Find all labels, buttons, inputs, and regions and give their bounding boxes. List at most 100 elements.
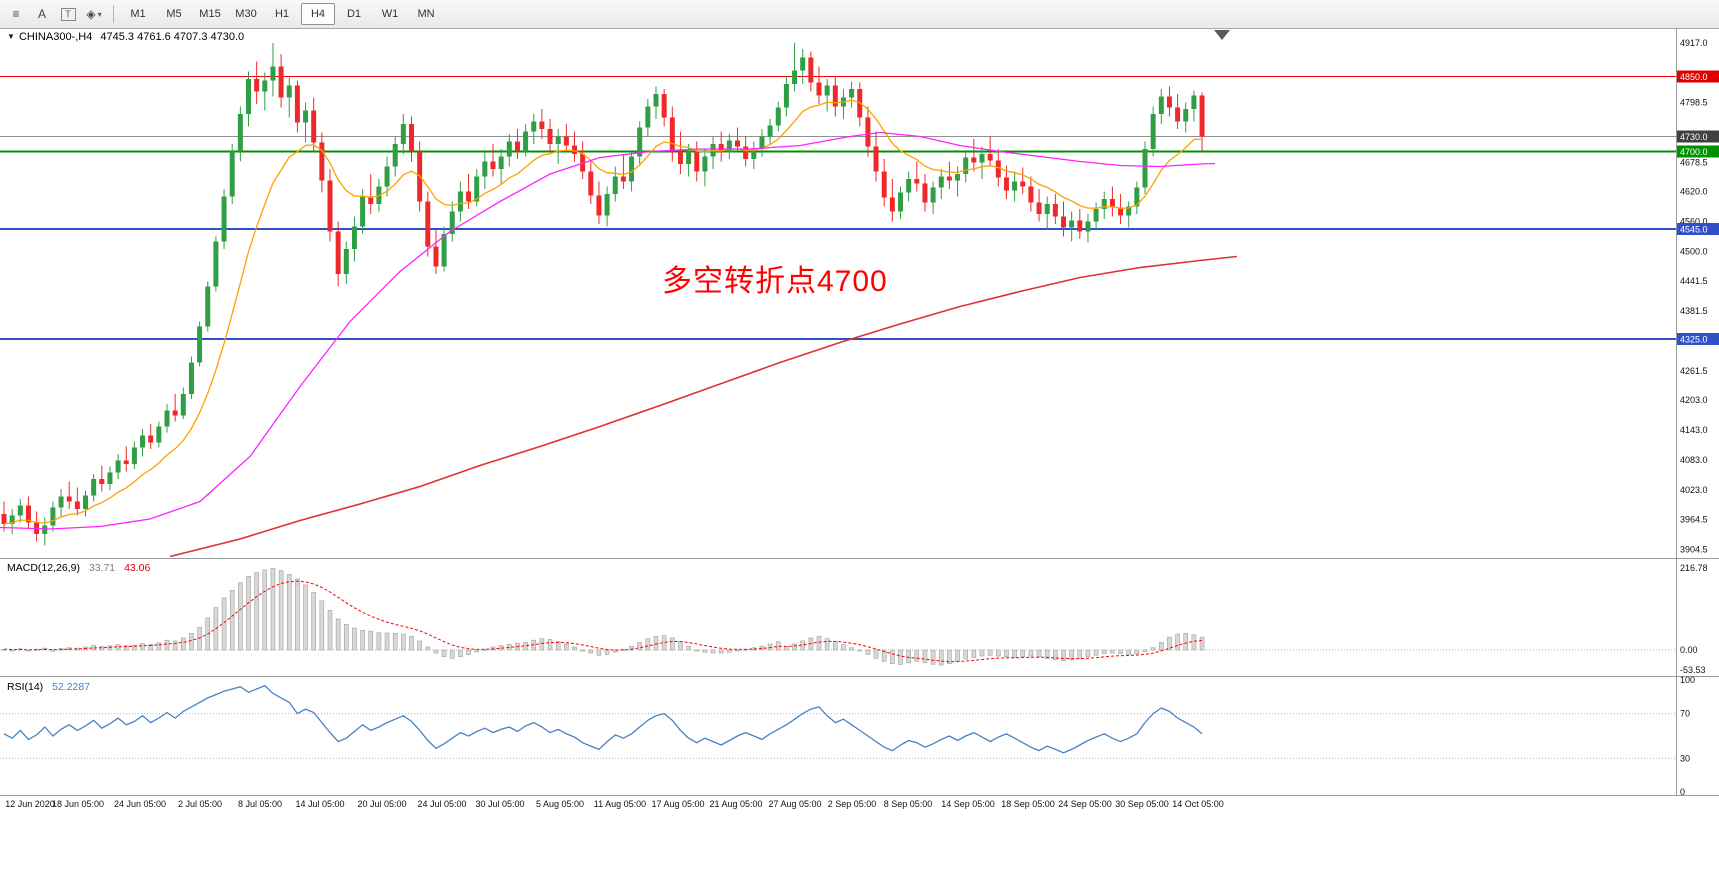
candle-body bbox=[148, 435, 154, 443]
candle-body bbox=[25, 505, 31, 523]
macd-bar bbox=[360, 630, 365, 651]
macd-bar bbox=[425, 646, 431, 651]
candle-body bbox=[889, 197, 895, 212]
macd-bar bbox=[1199, 636, 1205, 651]
candle-body bbox=[1199, 95, 1205, 137]
macd-bar bbox=[474, 649, 480, 653]
timeframe-button-m30[interactable]: M30 bbox=[235, 8, 257, 20]
price-axis-label: 4500.0 bbox=[1680, 247, 1708, 257]
candle-body bbox=[979, 154, 985, 163]
candle-body bbox=[278, 66, 284, 98]
timeframe-button-h1[interactable]: H1 bbox=[274, 8, 290, 20]
candle-body bbox=[441, 234, 447, 267]
candle-body bbox=[131, 447, 137, 464]
macd-bar bbox=[564, 643, 569, 651]
macd-bar bbox=[645, 638, 651, 651]
timeframe-button-m15[interactable]: M15 bbox=[199, 8, 221, 20]
timeframe-button-w1[interactable]: W1 bbox=[381, 8, 399, 20]
macd-axis-label: -53.53 bbox=[1680, 665, 1706, 675]
candle-body bbox=[620, 176, 626, 182]
candle-body bbox=[1003, 177, 1009, 191]
candle-body bbox=[449, 211, 455, 234]
candle-body bbox=[1183, 109, 1189, 122]
price-axis-label: 4678.5 bbox=[1680, 157, 1708, 167]
symbol-collapse-icon[interactable]: ▼ bbox=[7, 32, 15, 41]
macd-bar bbox=[26, 649, 31, 652]
candle-body bbox=[188, 362, 194, 394]
candle-body bbox=[83, 495, 88, 509]
macd-bar bbox=[629, 645, 634, 651]
candle-body bbox=[955, 174, 961, 181]
line-studies-button[interactable]: ≡ bbox=[4, 3, 28, 25]
toolbar: ≡ A T ◈ ▾ M1 M5 M15 M30 H1 H4 D1 W1 MN bbox=[0, 0, 1719, 29]
candle-body bbox=[735, 140, 740, 147]
candle-body bbox=[1166, 96, 1172, 108]
price-axis[interactable]: 4917.0 4798.5 4678.5 4620.0 4560.0 4500.0 4441… bbox=[1677, 38, 1719, 797]
candle-body bbox=[759, 136, 765, 149]
candle-body bbox=[588, 171, 594, 196]
candle-body bbox=[1101, 199, 1107, 209]
candle-body bbox=[1175, 107, 1181, 122]
timeframe-button-d1[interactable]: D1 bbox=[346, 8, 362, 20]
candlesticks bbox=[1, 43, 1205, 546]
candle-body bbox=[637, 127, 643, 157]
rsi-label: RSI(14) 52.2287 bbox=[7, 681, 90, 693]
price-axis-label: 3904.5 bbox=[1680, 544, 1708, 554]
macd-axis-label: 216.78 bbox=[1680, 563, 1708, 573]
macd-bar bbox=[229, 589, 235, 651]
macd-name: MACD(12,26,9) bbox=[7, 562, 80, 574]
macd-bar bbox=[930, 649, 936, 665]
candle-body bbox=[42, 525, 48, 534]
candle-body bbox=[506, 141, 512, 157]
candle-body bbox=[99, 479, 105, 484]
macd-bar bbox=[1044, 649, 1050, 659]
macd-bar bbox=[1012, 649, 1017, 658]
timeframe-button-mn[interactable]: MN bbox=[417, 8, 435, 20]
rsi-pane bbox=[0, 684, 1676, 759]
candle-body bbox=[1069, 220, 1075, 228]
chart-annotation[interactable]: 多空转折点4700 bbox=[662, 265, 888, 298]
candle-body bbox=[914, 179, 920, 184]
candle-body bbox=[922, 183, 928, 203]
macd-bar bbox=[694, 649, 700, 652]
candle-body bbox=[995, 160, 1001, 178]
price-tag-label: 4325.0 bbox=[1680, 335, 1708, 345]
candle-body bbox=[531, 121, 537, 132]
price-axis-label: 4261.5 bbox=[1680, 366, 1708, 376]
macd-bar bbox=[1118, 649, 1123, 655]
timeframe-button-h4[interactable]: H4 bbox=[301, 3, 335, 25]
candle-body bbox=[474, 176, 480, 202]
candle-body bbox=[808, 57, 814, 83]
macd-bar bbox=[1004, 649, 1009, 658]
macd-bar bbox=[686, 645, 691, 651]
candle-body bbox=[457, 191, 463, 212]
macd-main-value: 33.71 bbox=[88, 562, 116, 574]
shapes-tool-button[interactable]: ◈ ▾ bbox=[82, 3, 106, 25]
candle-body bbox=[433, 246, 439, 267]
candle-body bbox=[156, 426, 162, 443]
time-axis-label: 2 Sep 05:00 bbox=[828, 799, 877, 809]
text-tool-button[interactable]: A bbox=[30, 3, 54, 25]
candle-body bbox=[327, 180, 333, 232]
ma-medium-line bbox=[0, 131, 1216, 530]
macd-bar bbox=[727, 649, 732, 653]
timeframe-button-m1[interactable]: M1 bbox=[130, 8, 146, 20]
label-tool-button[interactable]: T bbox=[56, 3, 80, 25]
candle-body bbox=[384, 166, 390, 187]
macd-bar bbox=[824, 638, 830, 651]
candle-body bbox=[303, 110, 309, 123]
chart-shift-marker[interactable] bbox=[1214, 30, 1230, 40]
candle-body bbox=[946, 176, 952, 181]
timeframe-button-m5[interactable]: M5 bbox=[166, 8, 182, 20]
macd-bar bbox=[1028, 649, 1034, 657]
macd-bar bbox=[181, 637, 186, 651]
candle-body bbox=[164, 410, 170, 427]
price-axis-label: 4798.5 bbox=[1680, 97, 1708, 107]
ma-medium bbox=[0, 131, 1216, 530]
candle-body bbox=[1109, 199, 1115, 208]
macd-bar bbox=[995, 649, 1001, 657]
candle-body bbox=[677, 151, 683, 164]
time-axis-label: 30 Jul 05:00 bbox=[475, 799, 524, 809]
